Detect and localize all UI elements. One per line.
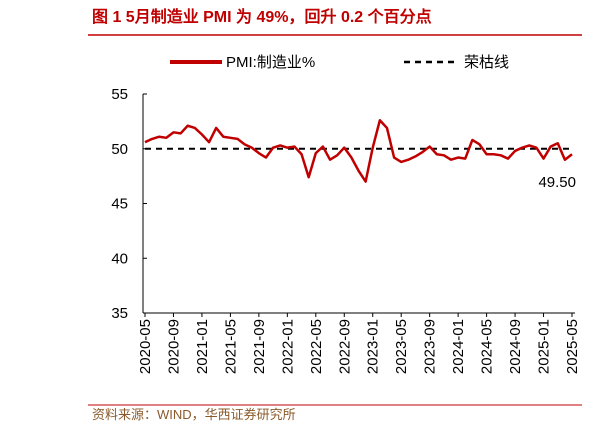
y-tick-label: 55 <box>111 86 128 103</box>
x-tick-label: 2022-09 <box>336 319 353 374</box>
x-tick-label: 2023-01 <box>365 319 382 374</box>
x-tick-label: 2021-01 <box>194 319 211 374</box>
x-tick-label: 2025-05 <box>564 319 581 374</box>
pmi-line <box>144 119 573 183</box>
legend-label: PMI:制造业% <box>226 54 315 71</box>
chart-title: 图 1 5月制造业 PMI 为 49%，回升 0.2 个百分点 <box>92 7 432 26</box>
x-tick-label: 2022-05 <box>308 319 325 374</box>
x-tick-label: 2023-09 <box>422 319 439 374</box>
x-tick-label: 2021-05 <box>222 319 239 374</box>
x-tick-label: 2020-09 <box>165 319 182 374</box>
x-tick-label: 2022-01 <box>279 319 296 374</box>
annotation: 49.50 <box>538 174 576 191</box>
source: 资料来源：WIND，华西证券研究所 <box>92 407 296 422</box>
y-tick-label: 50 <box>111 141 128 158</box>
x-tick-label: 2024-09 <box>507 319 524 374</box>
x-tick-label: 2024-01 <box>450 319 467 374</box>
y-tick-label: 45 <box>111 196 128 213</box>
x-tick-label: 2023-05 <box>393 319 410 374</box>
x-tick-label: 2020-05 <box>137 319 154 374</box>
y-tick-label: 35 <box>111 305 128 322</box>
x-tick-label: 2021-09 <box>251 319 268 374</box>
x-tick-label: 2024-05 <box>479 319 496 374</box>
y-tick-label: 40 <box>111 250 128 267</box>
legend-label: 荣枯线 <box>464 54 509 71</box>
x-tick-label: 2025-01 <box>536 319 553 374</box>
